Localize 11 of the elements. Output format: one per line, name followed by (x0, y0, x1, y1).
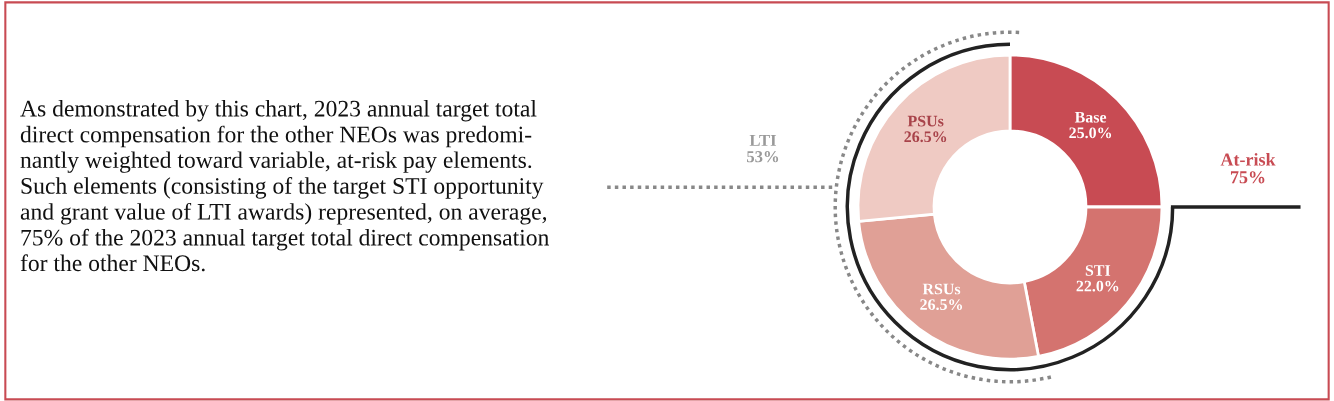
data-label: 26.5% (904, 131, 947, 143)
text: LTI 53% (747, 134, 779, 163)
text: At-risk 75% (1220, 153, 1276, 184)
slice-label: Base (1074, 111, 1107, 123)
text: As demonstrated by this chart, 2023 annual target total direct compensation for the other NEOs was predomi- nantly weighted toward variable, at-risk pay elements. Such elements (consisting of the target STI opportunity and grant value of LTI awards) represented, on average, 75% of the 2023 annual target total direct compensation for the other NEOs. (20, 100, 549, 272)
data-label: 26.5% (920, 299, 963, 311)
data-label: 25.0% (1069, 127, 1112, 139)
slice-label: STI (1085, 265, 1111, 276)
data-label: 22.0% (1076, 280, 1119, 292)
slice-label: RSUs (922, 283, 961, 295)
slice-label: PSUs (907, 115, 944, 127)
